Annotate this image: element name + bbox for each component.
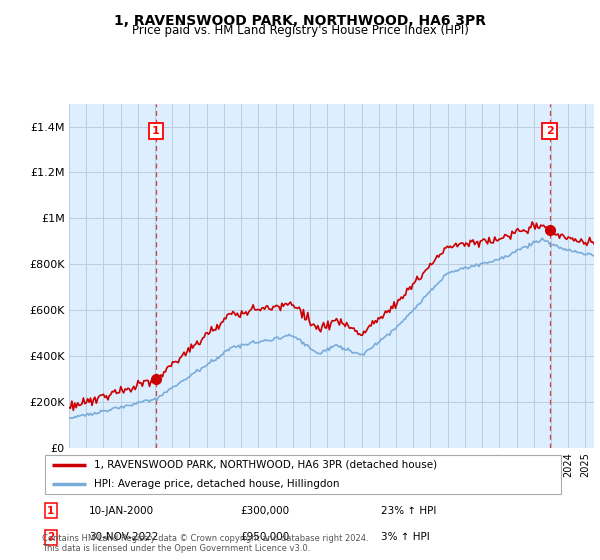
Text: 1, RAVENSWOOD PARK, NORTHWOOD, HA6 3PR (detached house): 1, RAVENSWOOD PARK, NORTHWOOD, HA6 3PR (… xyxy=(94,460,437,470)
Text: 3% ↑ HPI: 3% ↑ HPI xyxy=(382,533,430,542)
FancyBboxPatch shape xyxy=(44,455,562,494)
Text: HPI: Average price, detached house, Hillingdon: HPI: Average price, detached house, Hill… xyxy=(94,479,340,489)
Text: Price paid vs. HM Land Registry's House Price Index (HPI): Price paid vs. HM Land Registry's House … xyxy=(131,24,469,37)
Text: 30-NOV-2022: 30-NOV-2022 xyxy=(89,533,158,542)
Text: 1: 1 xyxy=(152,126,160,136)
Text: 10-JAN-2000: 10-JAN-2000 xyxy=(89,506,154,516)
Text: 23% ↑ HPI: 23% ↑ HPI xyxy=(382,506,437,516)
Text: 2: 2 xyxy=(546,126,553,136)
Text: £950,000: £950,000 xyxy=(241,533,290,542)
Text: £300,000: £300,000 xyxy=(241,506,289,516)
Text: Contains HM Land Registry data © Crown copyright and database right 2024.
This d: Contains HM Land Registry data © Crown c… xyxy=(42,534,368,553)
Text: 2: 2 xyxy=(47,533,55,542)
Text: 1, RAVENSWOOD PARK, NORTHWOOD, HA6 3PR: 1, RAVENSWOOD PARK, NORTHWOOD, HA6 3PR xyxy=(114,14,486,28)
Text: 1: 1 xyxy=(47,506,55,516)
